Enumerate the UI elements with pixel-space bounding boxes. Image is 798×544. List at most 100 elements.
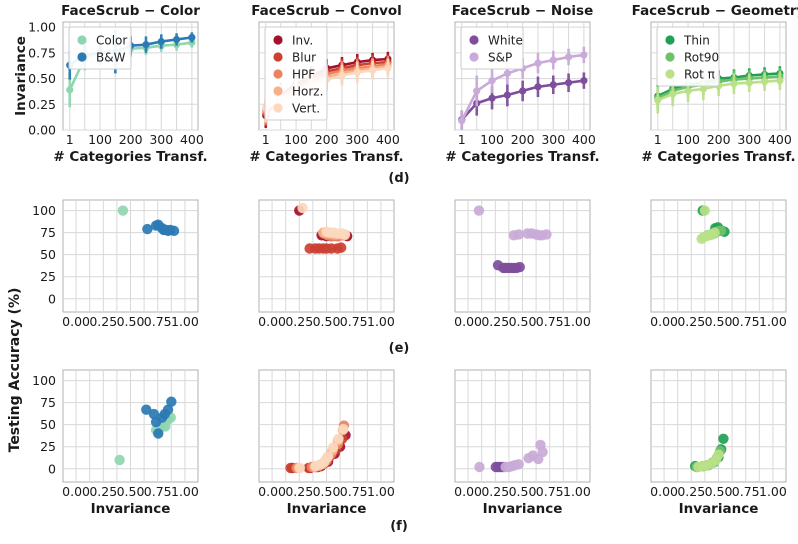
data-point (458, 117, 466, 125)
legend-label: Rot90 (684, 51, 719, 65)
x-tick-label: 1 (66, 132, 74, 147)
legend-marker (77, 52, 87, 62)
subfigure-label-e: (e) (389, 341, 410, 356)
legend: White S&P (460, 26, 524, 70)
x-tick-label: 0.75 (340, 314, 368, 329)
x-axis-label: Invariance (91, 501, 171, 517)
x-tick-label: 0.00 (62, 314, 90, 329)
panel-e2: 0.00 0.25 0.50 0.75 1.00 (258, 199, 395, 329)
data-point (488, 77, 496, 85)
y-tick-label: 75 (40, 395, 56, 410)
data-point (699, 205, 711, 216)
y-tick-label: 0.00 (28, 123, 56, 138)
x-axis-ticks: 1 100 200 300 400 (262, 132, 400, 147)
x-axis-ticks: 0.00 0.25 0.50 0.75 1.00 (454, 314, 591, 329)
y-axis-ticks: 0.00 0.25 0.50 0.75 1.00 (28, 20, 56, 138)
legend-label: Thin (683, 34, 710, 48)
legend-label: Inv. (292, 34, 313, 48)
y-tick-label: 100 (32, 373, 56, 388)
x-axis-ticks: 0.00 0.25 0.50 0.75 1.00 (258, 484, 395, 499)
x-axis-ticks: 0.00 0.25 0.50 0.75 1.00 (650, 314, 787, 329)
y-tick-label: 0 (48, 461, 56, 476)
legend-marker (273, 103, 283, 113)
legend-label: Horz. (292, 85, 323, 99)
data-point (776, 77, 784, 85)
x-axis-label: # Categories Transf. (641, 149, 795, 165)
x-tick-label: 0.25 (677, 314, 705, 329)
y-axis-ticks: 0 25 50 75 100 (32, 373, 56, 476)
data-point (654, 96, 662, 104)
data-point (322, 451, 334, 462)
x-tick-label: 0.25 (89, 484, 117, 499)
x-tick-label: 0.00 (258, 314, 286, 329)
shared-y-axis-label: Testing Accuracy (%) (7, 288, 23, 453)
data-point (294, 462, 306, 474)
plot-series-area (285, 420, 351, 474)
plot-series-area (473, 205, 552, 274)
legend-label: Blur (292, 51, 316, 65)
data-point (541, 229, 552, 240)
x-tick-label: 0.50 (313, 484, 341, 499)
x-tick-label: 1.00 (563, 314, 591, 329)
legend-marker (665, 69, 675, 79)
x-axis-ticks: 0.00 0.25 0.50 0.75 1.00 (62, 484, 199, 499)
x-axis-ticks: 0.00 0.25 0.50 0.75 1.00 (258, 314, 395, 329)
data-point (166, 396, 177, 407)
x-tick-label: 200 (315, 132, 339, 147)
panel-f2: 0.00 0.25 0.50 0.75 1.00 Invariance (258, 369, 395, 517)
subfigure-label-d: (d) (388, 171, 409, 186)
data-point (338, 71, 346, 80)
legend-marker (273, 52, 283, 62)
x-tick-label: 0.75 (536, 314, 564, 329)
data-point (513, 459, 524, 470)
data-point (172, 35, 181, 44)
gridlines (259, 200, 394, 312)
x-tick-label: 0.25 (481, 314, 509, 329)
data-point (580, 51, 588, 59)
plot-series-area (117, 205, 180, 237)
x-tick-label: 0.50 (705, 314, 733, 329)
x-tick-label: 400 (572, 132, 596, 147)
x-tick-label: 0.50 (117, 314, 145, 329)
x-tick-label: 1.00 (171, 314, 199, 329)
x-tick-label: 400 (768, 132, 792, 147)
data-point (709, 227, 720, 238)
legend-label: White (488, 34, 523, 48)
data-point (384, 64, 392, 72)
gridlines (651, 370, 786, 482)
data-point (353, 68, 361, 76)
x-tick-label: 1 (458, 132, 466, 147)
legend: Color B&W (68, 26, 132, 70)
x-tick-label: 0.25 (89, 314, 117, 329)
data-point (327, 442, 339, 453)
data-point (297, 202, 308, 214)
subfigure-label-f: (f) (390, 519, 408, 534)
y-tick-label: 25 (40, 439, 56, 454)
legend: Thin Rot90 Rot π (656, 26, 720, 87)
data-point (537, 446, 548, 458)
legend-label: Color (96, 34, 127, 48)
data-point (157, 37, 165, 46)
y-tick-label: 0.25 (28, 97, 56, 112)
x-axis-label: Invariance (287, 501, 367, 517)
panel-f1: 0.00 0.25 0.50 0.75 1.00 0 25 50 75 100 Invariance (32, 369, 199, 517)
legend-marker (665, 52, 675, 62)
x-axis-ticks: 0.00 0.25 0.50 0.75 1.00 (454, 484, 591, 499)
data-point (713, 449, 724, 460)
x-tick-label: 0.75 (144, 314, 172, 329)
data-point (549, 81, 557, 89)
data-point (142, 41, 150, 49)
x-tick-label: 0.00 (650, 314, 678, 329)
x-tick-label: 0.50 (117, 484, 145, 499)
panel-e4: 0.00 0.25 0.50 0.75 1.00 (650, 199, 787, 329)
panel-title: FaceScrub − Color (61, 3, 200, 19)
x-axis-ticks: 1 100 200 300 400 (458, 132, 596, 147)
y-tick-label: 1.00 (28, 20, 56, 35)
data-point (141, 404, 152, 415)
data-point (153, 428, 164, 439)
x-tick-label: 0.00 (650, 484, 678, 499)
x-tick-label: 400 (376, 132, 400, 147)
gridlines (63, 200, 198, 312)
gridlines (651, 200, 786, 312)
x-tick-label: 1 (654, 132, 662, 147)
